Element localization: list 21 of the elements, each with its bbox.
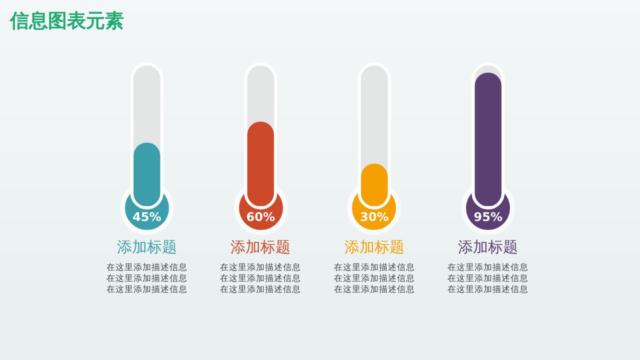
text: 在这里添加描述信息 [332,263,416,274]
text: 在这里添加描述信息 [219,263,302,274]
data-label: 30% [360,210,389,224]
text: 在这里添加描述信息 [446,285,530,296]
text: 在这里添加描述信息 [219,285,302,296]
text: 在这里添加描述信息 [219,274,302,285]
text: 在这里添加描述信息 [446,263,530,274]
text: 在这里添加描述信息 [332,285,416,296]
text: 在这里添加描述信息 [446,274,530,285]
text: 在这里添加描述信息 [332,274,416,285]
data-label: 45% [132,210,162,224]
x-tick-label: 添加标题 [458,238,518,256]
text: 在这里添加描述信息 [105,274,188,285]
chart-title: 信息图表元素 [10,9,124,34]
x-tick-label: 添加标题 [230,238,291,256]
data-label: 60% [246,210,275,224]
data-label: 95% [474,210,502,224]
x-tick-label: 添加标题 [116,238,177,256]
x-tick-label: 添加标题 [344,238,404,256]
text: 在这里添加描述信息 [105,263,188,274]
text: 在这里添加描述信息 [105,285,188,296]
